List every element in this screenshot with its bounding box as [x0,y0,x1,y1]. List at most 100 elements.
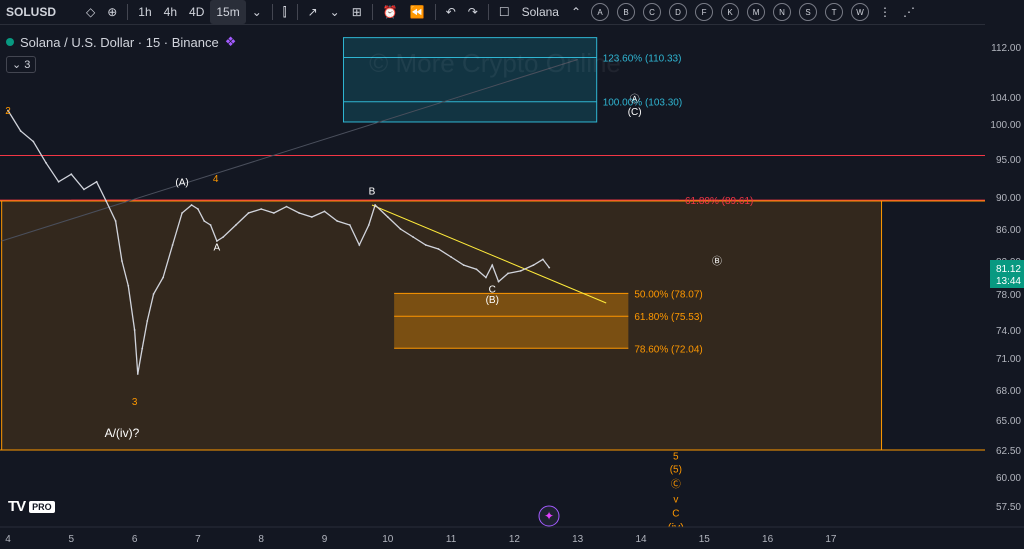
time-tick-label-13: 17 [825,534,837,545]
separator [371,4,373,20]
interval-dropdown-icon[interactable]: ⌄ [251,5,262,19]
price-point-28 [260,208,263,210]
letter-button-c[interactable]: C [643,3,662,21]
logo-mark: TV [8,498,26,515]
price-line [7,110,550,375]
price-axis[interactable]: 112.00 104.00 100.00 95.00 90.00 86.00 82.00 78… [985,24,1024,527]
market-status-icon [6,38,14,46]
tradingview-logo[interactable]: TV PRO [8,498,55,515]
letter-button-f[interactable]: F [695,3,714,21]
wave-label-4: B [369,187,376,198]
collapse-indicators-button[interactable]: ⌄ 3 [6,56,37,73]
current-price: 81.12 [996,264,1021,275]
price-point-5 [70,173,73,176]
time-tick-label-3: 7 [195,534,201,545]
letter-button-w[interactable]: W [851,3,870,21]
time-tick-label-1: 5 [69,534,75,545]
price-point-16 [152,293,155,295]
symbol-search[interactable]: SOLUSD [6,5,57,19]
price-point-9 [114,220,117,222]
letter-button-m[interactable]: M [747,3,766,21]
indicator-count: 3 [24,59,31,71]
fib-label-1: 100.00% (103.30) [603,98,683,109]
price-point-22 [203,220,206,222]
price-point-39 [386,216,389,218]
letter-button-s[interactable]: S [799,3,818,21]
price-point-33 [323,210,326,213]
indicators-dropdown-icon[interactable]: ⌄ [329,5,340,19]
price-tick-label-5: 86.00 [996,225,1021,236]
series-layer [7,109,551,375]
price-point-46 [475,268,478,271]
price-point-52 [532,264,535,267]
compare-checkbox-icon[interactable]: ☐ [498,5,510,19]
interval-4h[interactable]: 4h [163,5,178,19]
price-point-36 [358,244,361,246]
replay-icon[interactable]: ⏪ [409,5,425,19]
add-symbol-icon[interactable]: ⊕ [107,5,118,19]
symbol-title: Solana / U.S. Dollar · 15 · Binance [20,34,219,50]
letter-button-n[interactable]: N [773,3,792,21]
ai-assistant-icon[interactable]: ✦ [538,505,560,527]
interval-1h[interactable]: 1h [138,5,152,19]
price-point-12 [133,329,136,331]
price-point-23 [209,224,212,226]
wave-label-14: Ⓒ [671,478,681,490]
indicators-icon[interactable]: ↗ [307,5,318,19]
wave-label-12: 5 [673,452,679,463]
layouts-icon[interactable]: ⊞ [351,5,362,19]
wave-label-16: C [672,508,679,519]
undo-icon[interactable]: ↶ [445,5,456,19]
wave-label-0: 2 [5,106,11,117]
price-tick-label-13: 60.00 [996,473,1021,484]
hlines-layer [0,155,985,451]
trendlines-layer [1,59,607,304]
compare-symbol[interactable]: Solana [521,5,559,19]
candles-icon[interactable]: ⫿ [282,4,287,19]
price-point-29 [272,212,275,214]
pattern-icon[interactable]: ⋰ [903,5,916,19]
interval-4d[interactable]: 4D [189,5,205,19]
letter-button-a[interactable]: A [591,3,610,21]
price-point-45 [462,264,465,267]
settings-icon[interactable]: ❖ [224,34,237,49]
price-point-14 [141,347,144,350]
interval-15m[interactable]: 15m [210,0,246,24]
fib-label-0: 123.60% (110.33) [603,53,682,64]
price-point-32 [310,216,313,218]
price-point-51 [519,270,522,272]
zone-0 [1,200,883,451]
price-point-25 [222,236,225,238]
watermark: © More Crypto Online [369,48,621,78]
chart-type-icon[interactable]: ◇ [86,5,96,19]
wave-label-1: (A) [175,178,188,189]
price-point-17 [162,276,164,279]
fib-layer: 123.60% (110.33) 100.00% (103.30) 61.80% (… [71,53,753,355]
alert-icon[interactable]: ⏰ [382,5,398,19]
price-tick-label-4: 90.00 [996,193,1021,204]
separator [271,4,273,20]
letter-button-k[interactable]: K [721,3,740,21]
price-point-31 [298,212,301,214]
price-tick-label-2: 100.00 [990,120,1021,131]
price-point-41 [412,236,415,238]
trendline-1 [1,59,578,242]
price-point-3 [45,161,47,164]
letter-button-b[interactable]: B [617,3,636,21]
redo-icon[interactable]: ↷ [467,5,478,19]
more-icon[interactable]: ⋮ [879,5,892,19]
time-axis[interactable]: 4 5 6 7 8 9 10 11 12 13 14 15 16 17 [0,526,1024,549]
price-point-1 [19,130,22,132]
time-tick-label-9: 13 [572,534,584,545]
wave-label-7: 3 [132,397,138,408]
wave-label-5: C [489,284,496,295]
wave-label-2: 4 [213,174,219,185]
letter-button-t[interactable]: T [825,3,844,21]
letter-button-d[interactable]: D [669,3,688,21]
price-point-37 [367,224,370,226]
wave-label-11: Ⓑ [712,255,722,267]
price-tick-label-0: 112.00 [991,43,1021,54]
compare-dropdown-icon[interactable]: ⌃ [570,5,582,19]
